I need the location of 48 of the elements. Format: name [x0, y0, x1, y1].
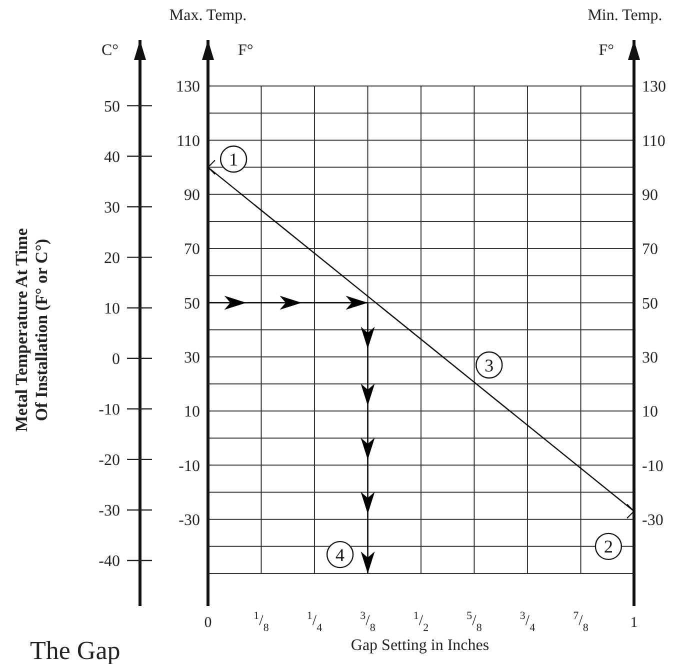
y-axis-title: Metal Temperature At Time Of Installation (F° or C°)	[12, 228, 51, 432]
annotation: F°	[598, 42, 614, 59]
y-tick-label: 90	[184, 186, 200, 204]
x-tick-label: $^{1}$/$_{8}$	[254, 610, 270, 634]
y3-axis-title: C°	[101, 42, 119, 59]
y-tick-label: 10	[184, 404, 200, 421]
x-tick-label: 1	[630, 615, 638, 631]
y2-tick-label: 130	[642, 78, 666, 96]
x-tick-label: $^{1}$/$_{4}$	[306, 610, 323, 634]
y3-tick-label: -20	[98, 452, 120, 470]
x-tick-label: $^{3}$/$_{8}$	[360, 610, 376, 634]
y-tick-label: -10	[178, 458, 200, 475]
text: Max. Temp.	[169, 7, 247, 24]
y-tick-label: 110	[176, 132, 200, 150]
y2-tick-label: 10	[642, 404, 658, 421]
x-axis-title: Gap Setting in Inches	[350, 637, 490, 654]
y2-tick-label: 50	[642, 295, 658, 312]
x-tick-label: $^{1}$/$_{2}$	[413, 610, 429, 634]
y-tick-label: 130	[176, 78, 200, 96]
y2-tick-label: 110	[642, 132, 666, 150]
y-tick-label: -30	[178, 512, 200, 529]
annotation: 1	[229, 149, 238, 170]
y3-tick-label: 20	[104, 250, 120, 267]
x-tick-label: $^{7}$/$_{8}$	[573, 610, 589, 634]
y-tick-label: 70	[184, 241, 200, 258]
y-tick-label: 50	[184, 295, 200, 312]
y3-tick-label: 0	[112, 350, 120, 368]
x-tick-label: 0	[204, 615, 212, 631]
y2-tick-label: -30	[642, 512, 664, 529]
y3-tick-label: 50	[104, 98, 120, 116]
annotation: 2	[604, 536, 613, 557]
annotation: F°	[238, 42, 254, 59]
y3-tick-label: 30	[104, 199, 120, 216]
y3-tick-label: 40	[104, 148, 120, 166]
annotation: 4	[336, 544, 345, 565]
annotation: 3	[484, 355, 494, 376]
y2-tick-label: 70	[642, 241, 658, 258]
x-tick-label: $^{3}$/$_{4}$	[520, 610, 536, 634]
y3-tick-label: -30	[98, 502, 120, 520]
y2-tick-label: 30	[642, 349, 658, 366]
y3-tick-label: -40	[98, 553, 120, 570]
y3-tick-label: 10	[104, 300, 120, 318]
y-tick-label: 30	[184, 349, 200, 366]
y2-tick-label: -10	[642, 458, 664, 475]
y2-tick-label: 90	[642, 186, 658, 204]
y3-tick-label: -10	[98, 402, 120, 419]
text: Min. Temp.	[588, 7, 662, 24]
x-tick-label: $^{5}$/$_{8}$	[466, 610, 482, 634]
